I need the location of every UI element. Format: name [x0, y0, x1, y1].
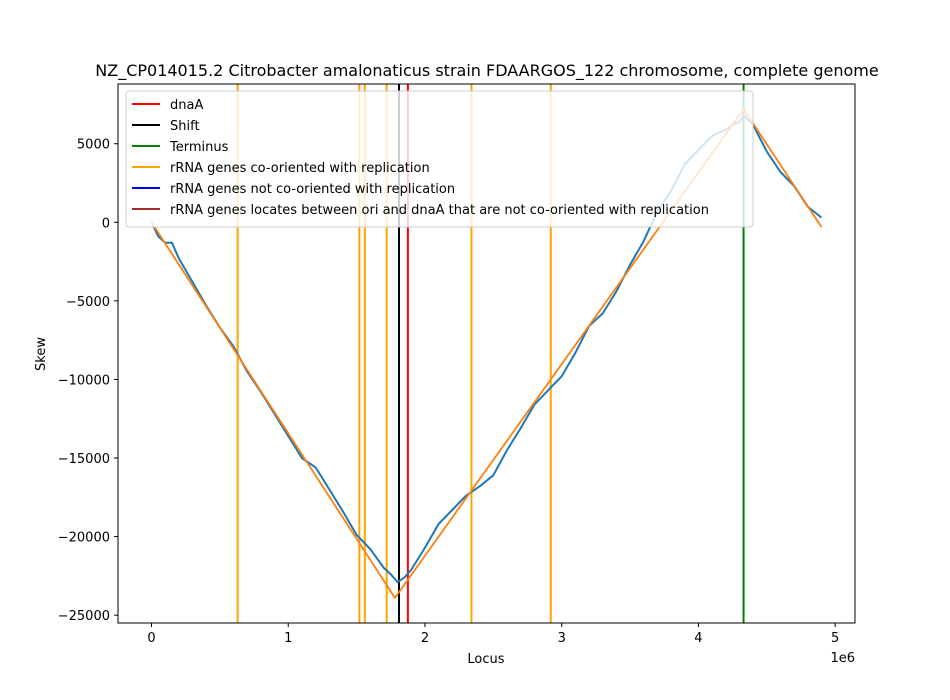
x-tick-label: 5: [831, 631, 839, 646]
x-tick-label: 4: [694, 631, 702, 646]
legend: dnaA Shift Terminus rRNA genes co-oriented …: [125, 90, 754, 228]
x-axis-ticks: 0 1 2 3 4 5: [147, 623, 839, 646]
legend-label: Shift: [170, 119, 200, 134]
legend-label: Terminus: [169, 140, 229, 155]
y-tick-label: −10000: [58, 373, 110, 388]
x-tick-label: 3: [558, 631, 566, 646]
x-tick-label: 0: [147, 631, 155, 646]
x-axis-label: Locus: [467, 652, 504, 667]
chart-title: NZ_CP014015.2 Citrobacter amalonaticus s…: [95, 61, 878, 81]
y-tick-label: 5000: [77, 138, 110, 153]
x-tick-label: 2: [421, 631, 429, 646]
fit-series-line: [150, 108, 823, 599]
legend-label: dnaA: [170, 98, 203, 113]
y-tick-label: −15000: [58, 452, 110, 467]
plot-frame: [117, 83, 856, 624]
y-axis-label: Skew: [34, 337, 49, 371]
x-axis-offset: 1e6: [830, 651, 855, 666]
legend-frame: [125, 90, 754, 228]
legend-label: rRNA genes locates between ori and dnaA …: [170, 203, 709, 218]
y-tick-label: −25000: [58, 609, 110, 624]
y-tick-label: 0: [102, 216, 110, 231]
x-tick-label: 1: [284, 631, 292, 646]
y-tick-label: −20000: [58, 531, 110, 546]
legend-label: rRNA genes co-oriented with replication: [170, 161, 430, 176]
y-tick-label: −5000: [66, 295, 110, 310]
legend-label: rRNA genes not co-oriented with replicat…: [170, 182, 455, 197]
y-axis-ticks: 5000 0 −5000 −10000 −15000 −20000 −25000: [58, 138, 118, 624]
